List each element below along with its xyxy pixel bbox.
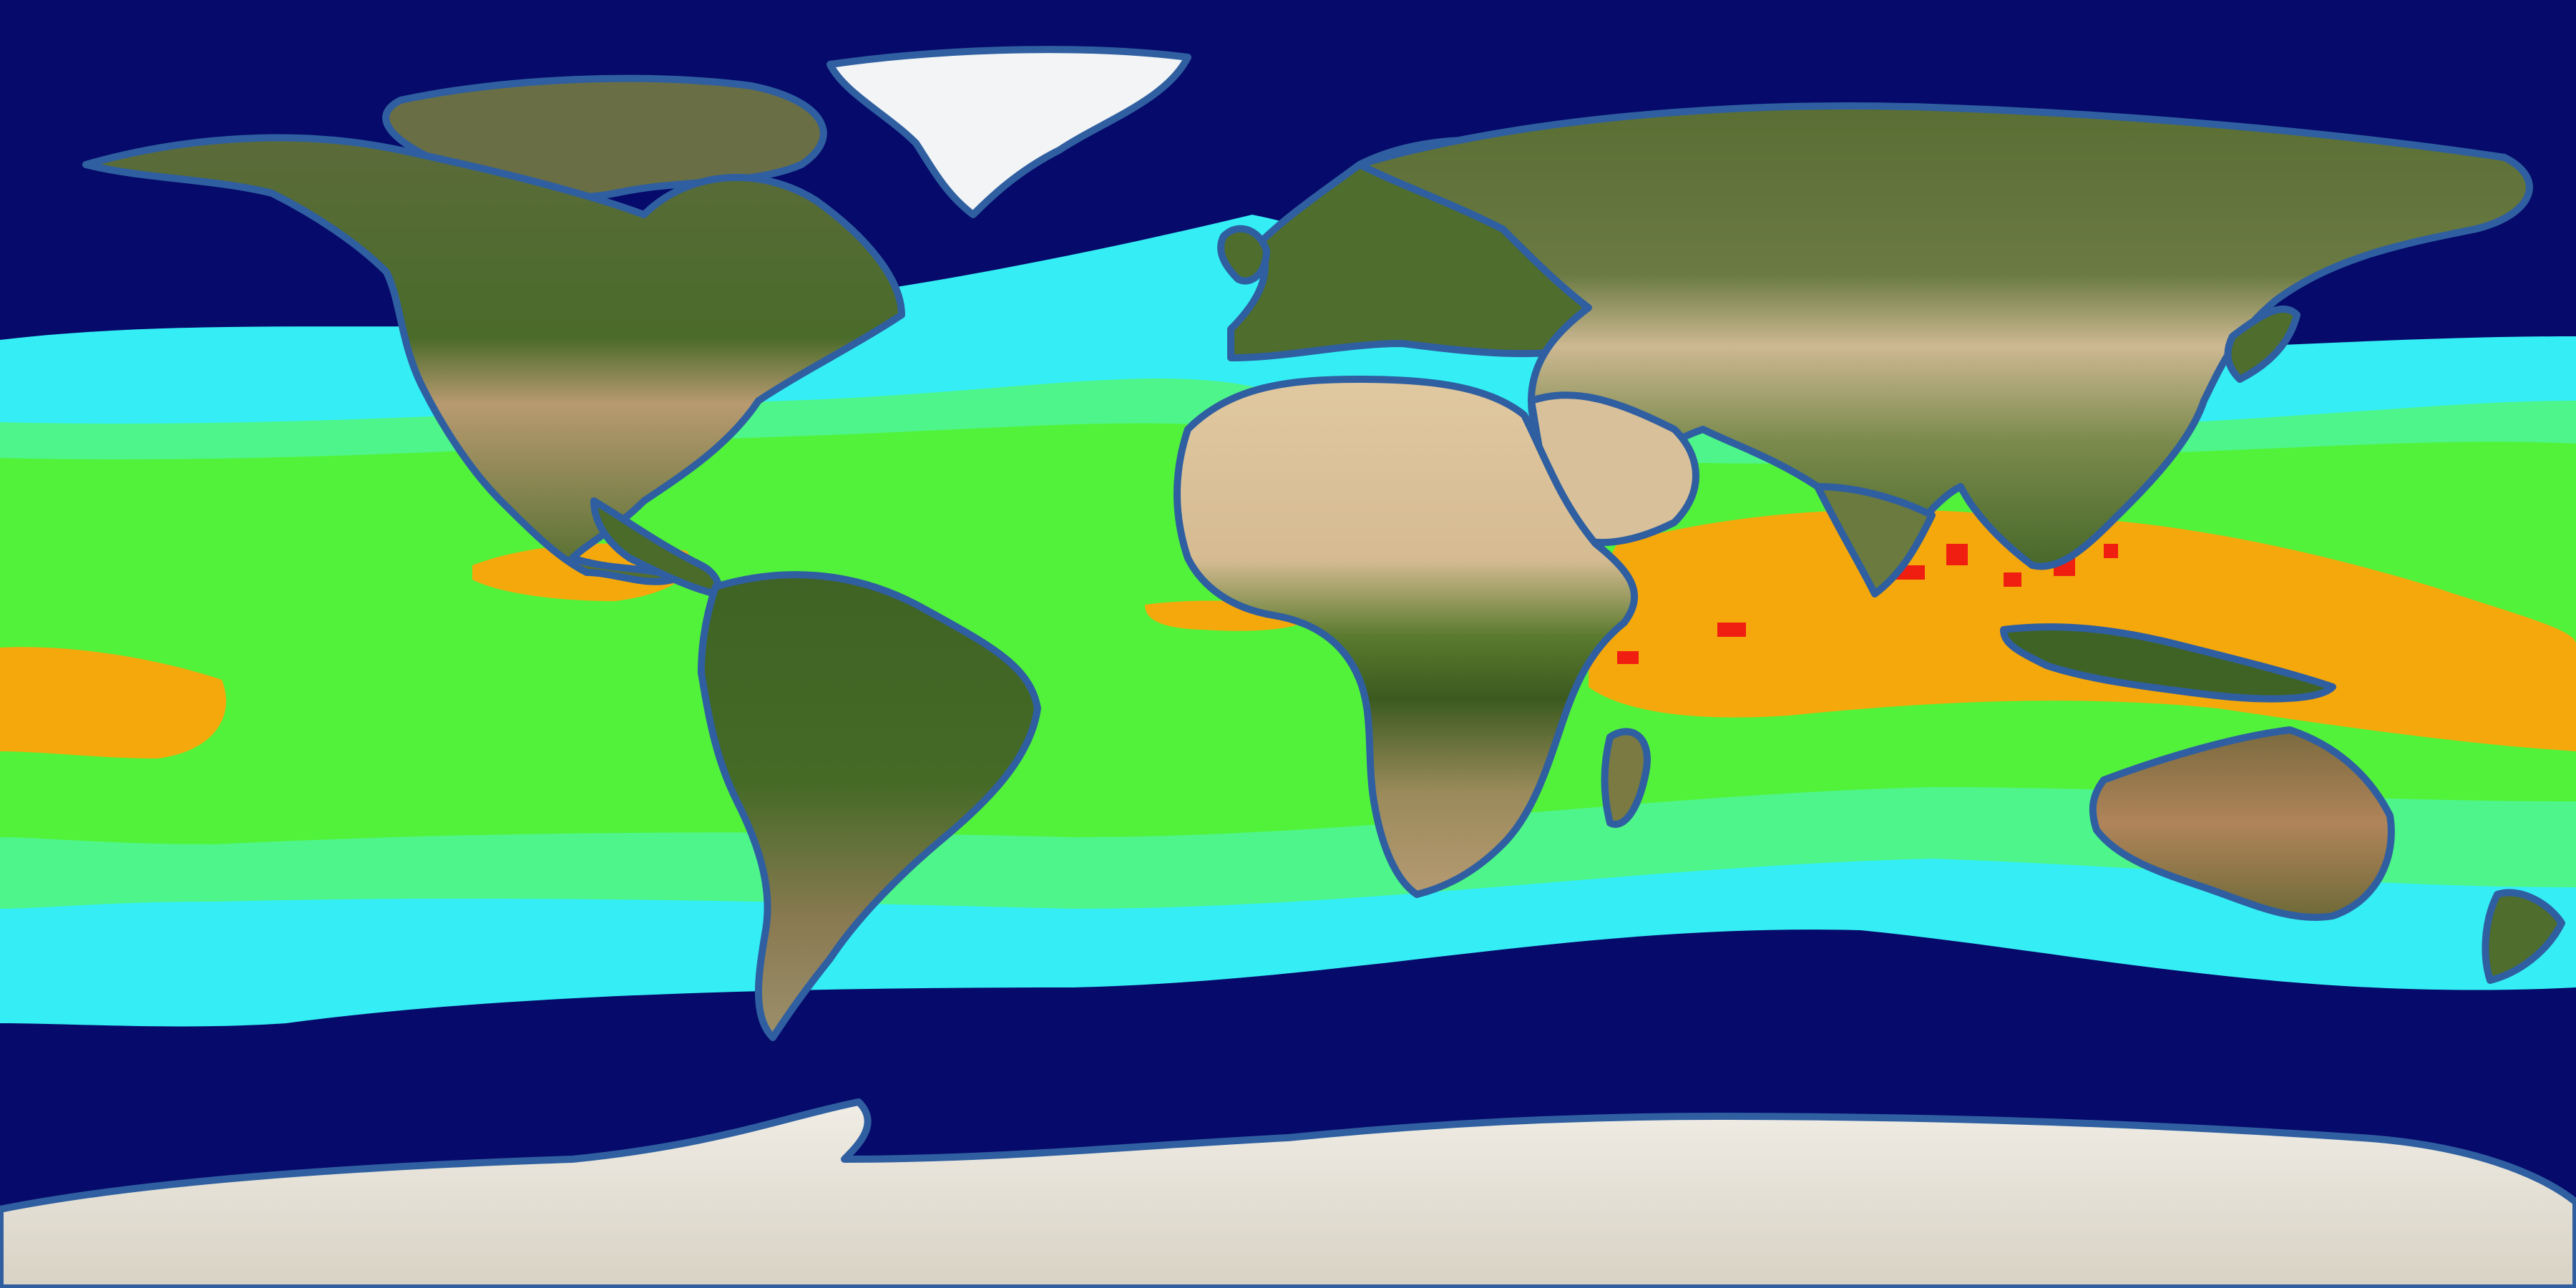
landmass-japan — [2224, 305, 2301, 383]
landmass-uk — [1217, 225, 1270, 285]
landmass-australia — [2089, 726, 2395, 921]
landmass-indonesia — [2000, 623, 2336, 703]
landmass-madagascar — [1601, 728, 1651, 828]
landmass-india — [1814, 483, 1936, 597]
landmasses — [0, 46, 2576, 1288]
landmass-south-america — [698, 571, 1041, 1041]
landmass-africa — [1174, 376, 1639, 898]
landmass-antarctica — [0, 1098, 2576, 1288]
landmass-greenland — [826, 46, 1191, 218]
band-hot-pacific-west — [0, 647, 226, 758]
landmass-new-zealand — [2482, 889, 2565, 984]
